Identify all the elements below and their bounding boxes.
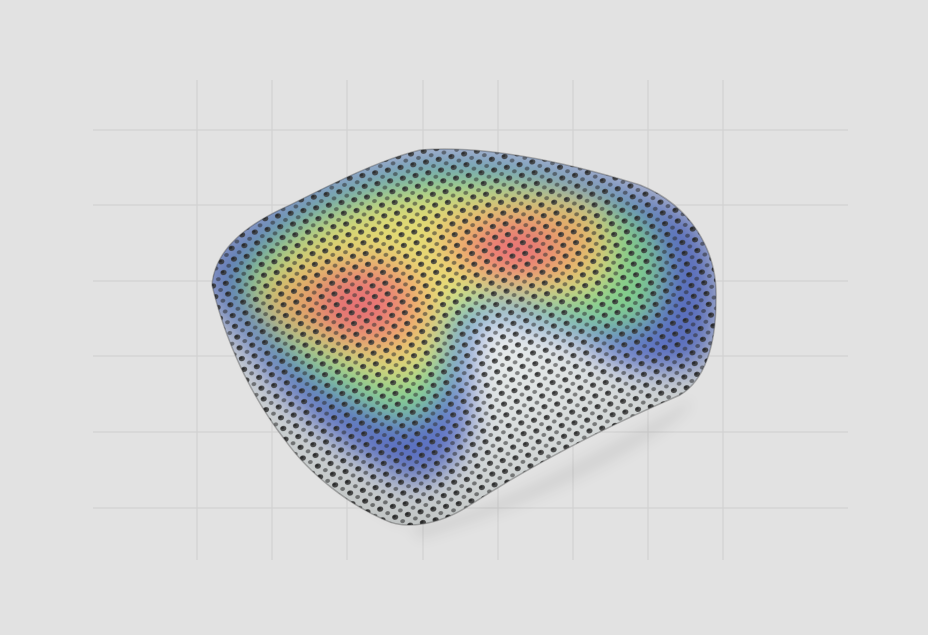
surface-shading <box>212 149 717 525</box>
model-outline <box>211 148 717 526</box>
lattice-cushion-model[interactable] <box>200 140 730 540</box>
